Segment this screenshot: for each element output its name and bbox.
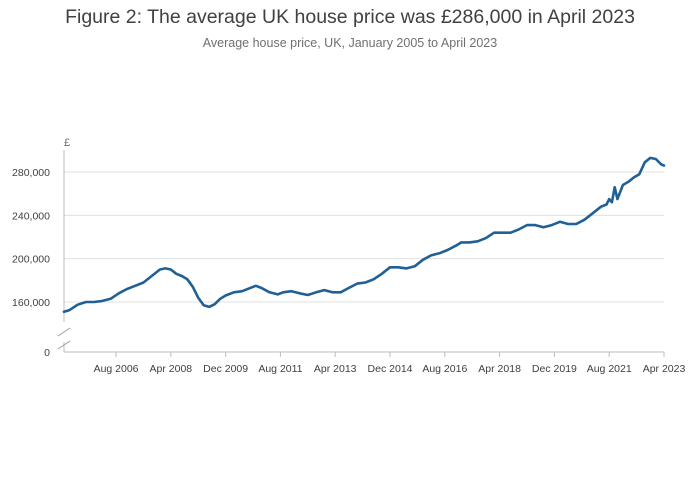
series-line-house-price	[62, 156, 666, 314]
y-tick-label: 240,000	[12, 210, 50, 222]
gridlines	[64, 171, 664, 303]
x-tick-label: Dec 2014	[368, 363, 413, 375]
x-tick-label: Aug 2006	[94, 363, 139, 375]
x-tick-label: Apr 2008	[150, 363, 193, 375]
x-tick-label: Aug 2016	[422, 363, 467, 375]
axes	[57, 150, 665, 357]
x-tick-label: Apr 2018	[478, 363, 521, 375]
y-axis-labels: 160,000 200,000 240,000 280,000 0 £	[12, 137, 70, 359]
x-axis-labels: Aug 2006 Apr 2008 Dec 2009 Aug 2011 Apr 2013…	[94, 363, 686, 375]
x-tick-label: Apr 2023	[643, 363, 686, 375]
axis-break-mark	[57, 327, 71, 337]
x-tick-label: Aug 2011	[258, 363, 302, 375]
y-zero-label: 0	[44, 347, 50, 359]
y-tick-label: 200,000	[12, 254, 50, 266]
y-tick-label: 160,000	[12, 297, 50, 309]
chart-subtitle: Average house price, UK, January 2005 to…	[202, 36, 498, 50]
series-group	[62, 156, 666, 314]
x-tick-label: Apr 2013	[314, 363, 357, 375]
axis-break-mark	[57, 340, 71, 350]
y-axis-unit: £	[64, 137, 70, 149]
y-tick-label: 280,000	[12, 167, 50, 179]
x-tick-label: Dec 2009	[203, 363, 248, 375]
x-tick-label: Dec 2019	[532, 363, 577, 375]
chart-title: Figure 2: The average UK house price was…	[65, 6, 635, 28]
x-tick-label: Aug 2021	[587, 363, 632, 375]
